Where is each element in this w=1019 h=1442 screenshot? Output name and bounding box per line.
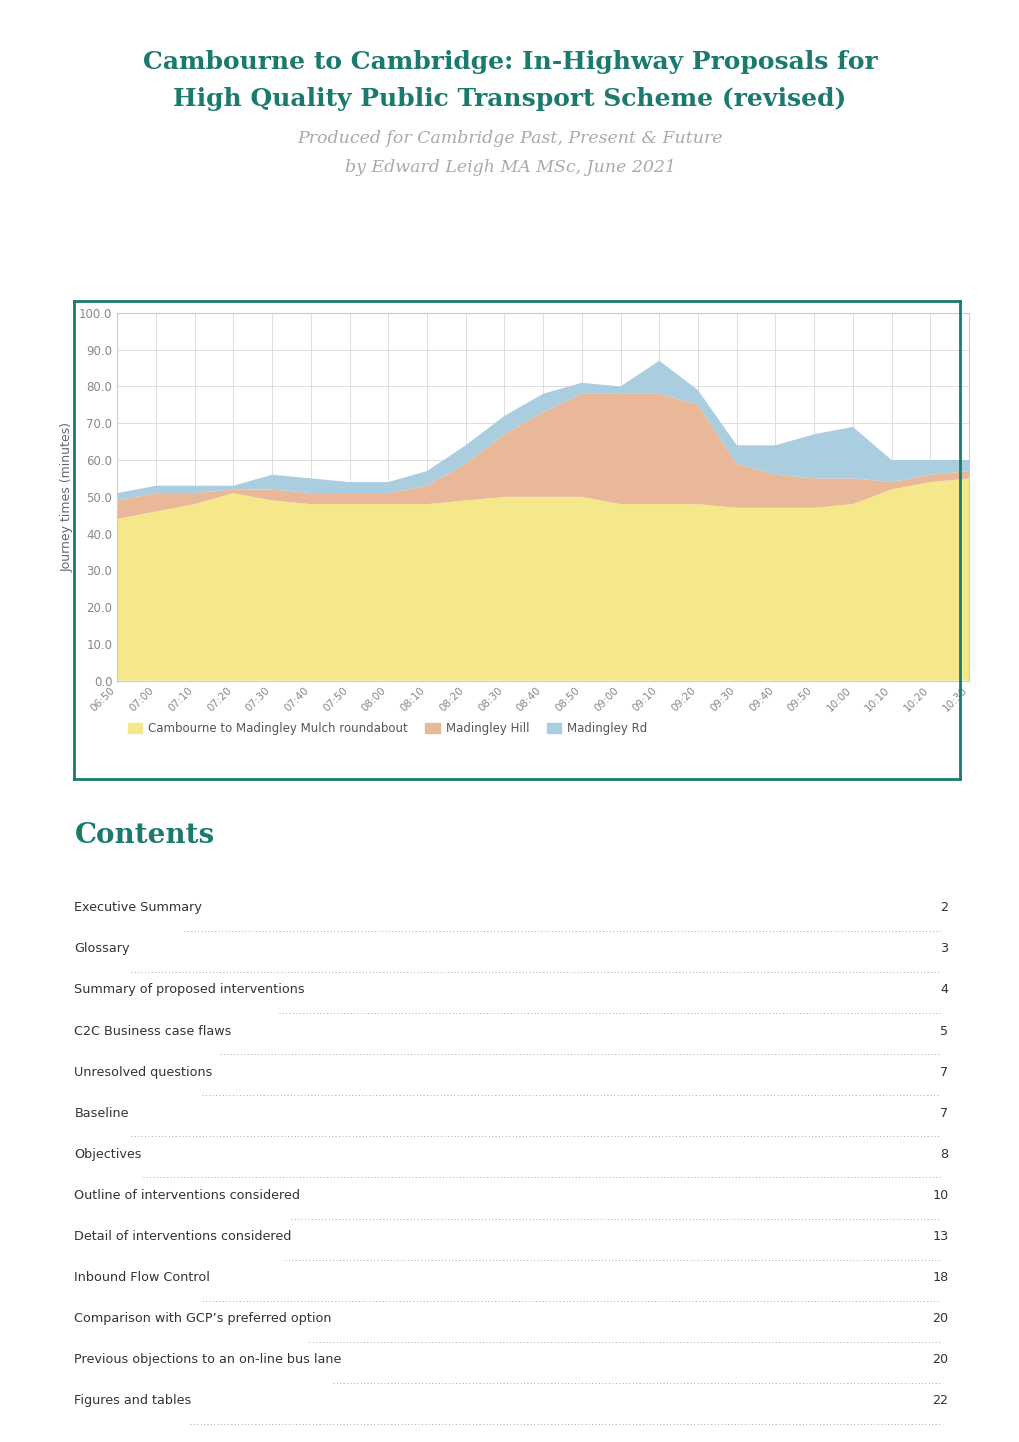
Text: by Edward Leigh MA MSc, June 2021: by Edward Leigh MA MSc, June 2021 [344,159,675,176]
Text: 8: 8 [940,1148,948,1161]
Text: 5: 5 [940,1024,948,1038]
Text: Executive Summary: Executive Summary [74,901,202,914]
Text: C2C Business case flaws: C2C Business case flaws [74,1024,231,1038]
Text: 7: 7 [940,1066,948,1079]
Text: Inbound Flow Control: Inbound Flow Control [74,1272,210,1285]
Text: Outline of interventions considered: Outline of interventions considered [74,1188,301,1203]
Text: 20: 20 [931,1353,948,1367]
Text: 2: 2 [940,901,948,914]
Text: 10: 10 [931,1188,948,1203]
Text: 7: 7 [940,1107,948,1120]
Text: Figures and tables: Figures and tables [74,1394,192,1407]
Text: Objectives: Objectives [74,1148,142,1161]
Text: Summary of proposed interventions: Summary of proposed interventions [74,983,305,996]
Text: 3: 3 [940,943,948,956]
Y-axis label: Journey times (minutes): Journey times (minutes) [60,421,73,572]
Text: Cambourne to Cambridge: In-Highway Proposals for: Cambourne to Cambridge: In-Highway Propo… [143,50,876,75]
Text: 4: 4 [940,983,948,996]
Legend: Cambourne to Madingley Mulch roundabout, Madingley Hill, Madingley Rd: Cambourne to Madingley Mulch roundabout,… [123,717,651,740]
Text: 22: 22 [931,1394,948,1407]
Text: Baseline: Baseline [74,1107,128,1120]
Text: 20: 20 [931,1312,948,1325]
Text: 18: 18 [931,1272,948,1285]
Text: Previous objections to an on-line bus lane: Previous objections to an on-line bus la… [74,1353,341,1367]
Text: Detail of interventions considered: Detail of interventions considered [74,1230,291,1243]
Text: Unresolved questions: Unresolved questions [74,1066,213,1079]
Text: Produced for Cambridge Past, Present & Future: Produced for Cambridge Past, Present & F… [297,130,722,147]
Text: Comparison with GCP’s preferred option: Comparison with GCP’s preferred option [74,1312,331,1325]
Text: Glossary: Glossary [74,943,129,956]
Text: Contents: Contents [74,822,214,849]
Text: High Quality Public Transport Scheme (revised): High Quality Public Transport Scheme (re… [173,87,846,111]
Text: 13: 13 [931,1230,948,1243]
